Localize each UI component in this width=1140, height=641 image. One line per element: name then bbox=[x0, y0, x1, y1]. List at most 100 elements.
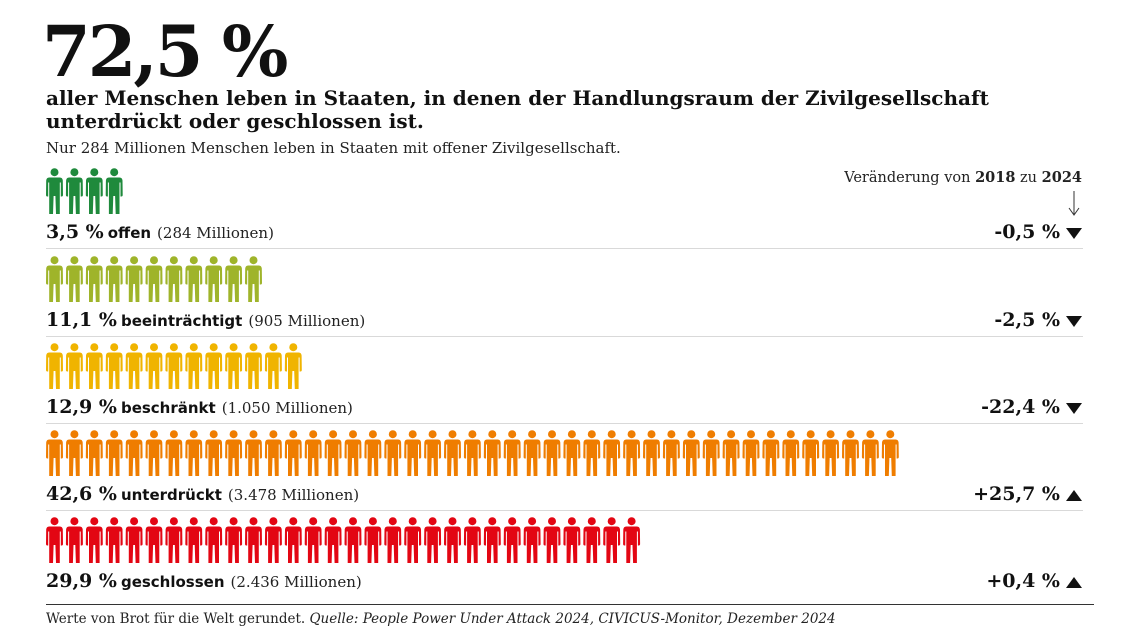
person-icon bbox=[85, 256, 103, 302]
millions-label: (284 Millionen) bbox=[157, 224, 274, 242]
triangle-down-icon bbox=[1066, 227, 1082, 239]
person-icon bbox=[324, 430, 342, 476]
person-icon bbox=[881, 430, 899, 476]
person-icon bbox=[125, 343, 143, 389]
person-icon bbox=[344, 517, 362, 563]
person-icon bbox=[145, 517, 163, 563]
person-icon bbox=[662, 430, 680, 476]
footer-source: Quelle: People Power Under Attack 2024, … bbox=[309, 611, 836, 627]
person-icon bbox=[145, 343, 163, 389]
person-icon bbox=[264, 343, 282, 389]
person-icons-offen bbox=[46, 168, 123, 214]
category-name: offen bbox=[107, 224, 152, 242]
person-icon bbox=[46, 517, 63, 563]
person-icon bbox=[782, 430, 800, 476]
person-icon bbox=[85, 343, 103, 389]
category-row-geschlossen: 29,9 % geschlossen (2.436 Millionen) +0,4 % bbox=[46, 517, 1082, 595]
millions-label: (1.050 Millionen) bbox=[221, 399, 353, 417]
person-icon bbox=[85, 517, 103, 563]
person-icon bbox=[185, 256, 203, 302]
percent-label: 42,6 % bbox=[46, 483, 117, 505]
category-label-beschränkt: 12,9 % beschränkt (1.050 Millionen) bbox=[46, 397, 353, 418]
triangle-down-icon bbox=[1066, 315, 1082, 327]
category-row-beschränkt: 12,9 % beschränkt (1.050 Millionen) -22,4 % bbox=[46, 343, 1082, 421]
triangle-down-icon bbox=[1066, 402, 1082, 414]
person-icon bbox=[284, 430, 302, 476]
category-label-beeinträchtigt: 11,1 % beeinträchtigt (905 Millionen) bbox=[46, 310, 365, 331]
person-icon bbox=[105, 517, 123, 563]
person-icon bbox=[264, 517, 282, 563]
person-icon bbox=[543, 430, 561, 476]
row-divider bbox=[46, 336, 1083, 337]
person-icon bbox=[125, 256, 143, 302]
change-value-offen: -0,5 % bbox=[994, 221, 1082, 243]
change-value-unterdrückt: +25,7 % bbox=[973, 483, 1082, 505]
person-icons-unterdrückt bbox=[46, 430, 899, 476]
person-icon bbox=[503, 430, 521, 476]
person-icon bbox=[583, 517, 601, 563]
person-icon bbox=[225, 517, 243, 563]
category-name: unterdrückt bbox=[120, 486, 222, 504]
person-icon bbox=[85, 430, 103, 476]
person-icon bbox=[46, 168, 63, 214]
person-icon bbox=[205, 430, 223, 476]
person-icon bbox=[225, 256, 243, 302]
row-divider bbox=[46, 510, 1083, 511]
person-icon bbox=[105, 343, 123, 389]
person-icon bbox=[802, 430, 820, 476]
person-icon bbox=[623, 517, 641, 563]
person-icons-beeinträchtigt bbox=[46, 256, 262, 302]
person-icon bbox=[563, 430, 581, 476]
person-icon bbox=[284, 517, 302, 563]
person-icon bbox=[742, 430, 760, 476]
change-label: +25,7 % bbox=[973, 483, 1060, 505]
change-header: Veränderung von 2018 zu 2024 bbox=[844, 168, 1082, 188]
person-icon bbox=[344, 430, 362, 476]
change-value-beschränkt: -22,4 % bbox=[981, 396, 1082, 418]
category-label-offen: 3,5 % offen (284 Millionen) bbox=[46, 222, 274, 243]
category-row-unterdrückt: 42,6 % unterdrückt (3.478 Millionen) +25,7 … bbox=[46, 430, 1082, 508]
person-icon bbox=[65, 343, 83, 389]
percent-label: 12,9 % bbox=[46, 396, 117, 418]
triangle-up-icon bbox=[1066, 489, 1082, 501]
category-label-unterdrückt: 42,6 % unterdrückt (3.478 Millionen) bbox=[46, 484, 359, 505]
person-icons-geschlossen bbox=[46, 517, 641, 563]
millions-label: (905 Millionen) bbox=[248, 312, 366, 330]
person-icon bbox=[185, 517, 203, 563]
person-icon bbox=[264, 430, 282, 476]
person-icon bbox=[145, 430, 163, 476]
person-icon bbox=[543, 517, 561, 563]
person-icon bbox=[245, 343, 262, 389]
person-icon bbox=[722, 430, 740, 476]
person-icon bbox=[105, 168, 123, 214]
person-icons-beschränkt bbox=[46, 343, 302, 389]
person-icon bbox=[165, 517, 183, 563]
person-icon bbox=[245, 256, 262, 302]
person-icon bbox=[284, 343, 302, 389]
person-icon bbox=[523, 430, 541, 476]
person-icon bbox=[762, 430, 780, 476]
person-icon bbox=[822, 430, 840, 476]
person-icon bbox=[324, 517, 342, 563]
person-icon bbox=[563, 517, 581, 563]
person-icon bbox=[185, 343, 203, 389]
footer: Werte von Brot für die Welt gerundet. Qu… bbox=[46, 610, 836, 628]
person-icon bbox=[46, 256, 63, 302]
person-icon bbox=[364, 517, 382, 563]
change-header-from: 2018 bbox=[975, 169, 1016, 186]
triangle-up-icon bbox=[1066, 576, 1082, 588]
person-icon bbox=[245, 517, 262, 563]
person-icon bbox=[165, 256, 183, 302]
person-icon bbox=[603, 517, 621, 563]
row-divider bbox=[46, 423, 1083, 424]
person-icon bbox=[404, 430, 422, 476]
person-icon bbox=[245, 430, 262, 476]
percent-label: 3,5 % bbox=[46, 221, 104, 243]
person-icon bbox=[643, 430, 660, 476]
millions-label: (2.436 Millionen) bbox=[230, 573, 362, 591]
change-value-beeinträchtigt: -2,5 % bbox=[994, 309, 1082, 331]
person-icon bbox=[483, 517, 501, 563]
person-icon bbox=[65, 168, 83, 214]
person-icon bbox=[384, 517, 402, 563]
person-icon bbox=[105, 430, 123, 476]
